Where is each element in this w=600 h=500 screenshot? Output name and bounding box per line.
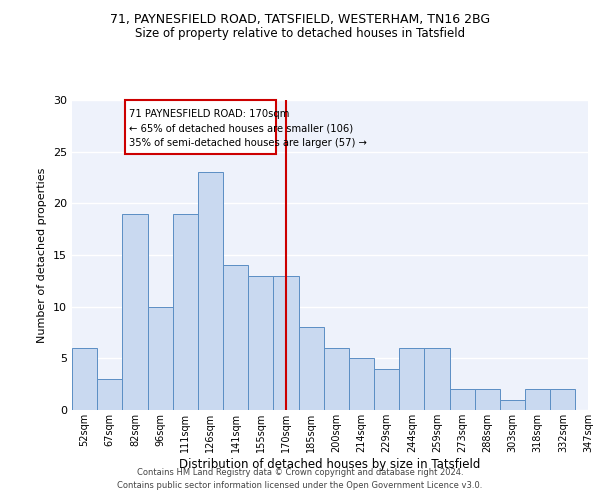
Text: 71 PAYNESFIELD ROAD: 170sqm: 71 PAYNESFIELD ROAD: 170sqm [128, 110, 289, 120]
FancyBboxPatch shape [125, 100, 276, 154]
Bar [449, 390, 475, 410]
Bar [223, 266, 248, 410]
Bar [198, 172, 223, 410]
Bar [525, 390, 550, 410]
Bar [248, 276, 274, 410]
Bar [122, 214, 148, 410]
Bar [399, 348, 424, 410]
Bar [97, 379, 122, 410]
Bar [72, 348, 97, 410]
Bar [424, 348, 449, 410]
Text: ← 65% of detached houses are smaller (106): ← 65% of detached houses are smaller (10… [128, 124, 353, 134]
Text: Size of property relative to detached houses in Tatsfield: Size of property relative to detached ho… [135, 28, 465, 40]
Text: Contains public sector information licensed under the Open Government Licence v3: Contains public sector information licen… [118, 480, 482, 490]
Text: Contains HM Land Registry data © Crown copyright and database right 2024.: Contains HM Land Registry data © Crown c… [137, 468, 463, 477]
Bar [299, 328, 324, 410]
Text: 71, PAYNESFIELD ROAD, TATSFIELD, WESTERHAM, TN16 2BG: 71, PAYNESFIELD ROAD, TATSFIELD, WESTERH… [110, 12, 490, 26]
Bar [173, 214, 198, 410]
Bar [550, 390, 575, 410]
Bar [374, 368, 399, 410]
Bar [500, 400, 525, 410]
X-axis label: Distribution of detached houses by size in Tatsfield: Distribution of detached houses by size … [179, 458, 481, 470]
Bar [475, 390, 500, 410]
Bar [349, 358, 374, 410]
Bar [148, 306, 173, 410]
Y-axis label: Number of detached properties: Number of detached properties [37, 168, 47, 342]
Bar [324, 348, 349, 410]
Bar [274, 276, 299, 410]
Text: 35% of semi-detached houses are larger (57) →: 35% of semi-detached houses are larger (… [128, 138, 367, 148]
